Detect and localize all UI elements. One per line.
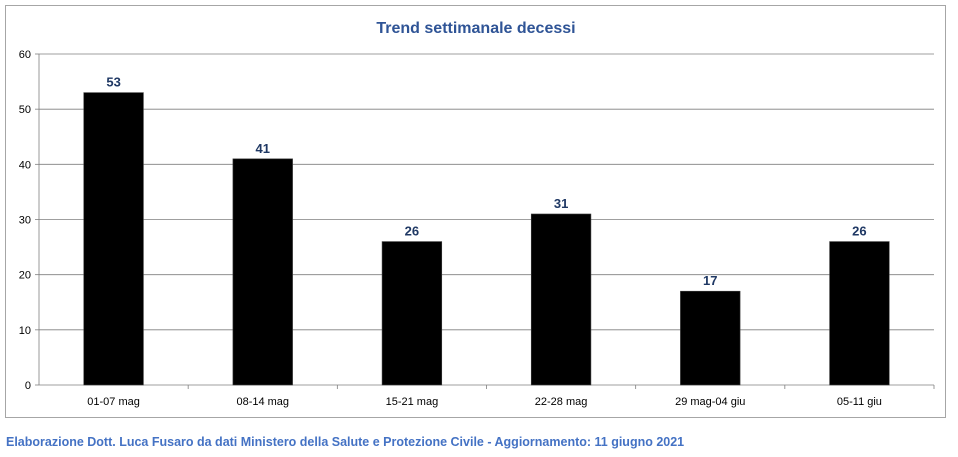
data-label: 17 bbox=[703, 273, 717, 288]
data-label: 41 bbox=[256, 141, 270, 156]
y-tick-label: 50 bbox=[19, 104, 31, 116]
bar bbox=[530, 213, 592, 386]
x-tick-label: 15-21 mag bbox=[386, 396, 439, 408]
x-tick-label: 29 mag-04 giu bbox=[675, 396, 745, 408]
y-tick-label: 0 bbox=[25, 380, 31, 392]
data-label: 26 bbox=[405, 224, 419, 239]
bar bbox=[680, 290, 741, 386]
x-tick-label: 08-14 mag bbox=[236, 396, 289, 408]
data-label: 53 bbox=[106, 75, 120, 90]
x-tick-label: 05-11 giu bbox=[837, 396, 882, 408]
x-tick-label: 22-28 mag bbox=[535, 396, 588, 408]
bar bbox=[829, 241, 890, 386]
y-tick-label: 30 bbox=[19, 215, 31, 227]
chart-frame: Trend settimanale decessi 0 10 20 30 40 50 60 5… bbox=[5, 5, 946, 418]
bar bbox=[83, 92, 144, 386]
bars bbox=[83, 92, 890, 386]
bar bbox=[381, 241, 443, 386]
y-tick-label: 40 bbox=[19, 159, 31, 171]
axes bbox=[35, 53, 935, 389]
footer-credit: Elaborazione Dott. Luca Fusaro da dati M… bbox=[6, 435, 685, 449]
x-tick-label: 01-07 mag bbox=[87, 396, 140, 408]
labels: 0 10 20 30 40 50 60 53 01-07 mag 41 08-14 mag 26 15-… bbox=[19, 49, 882, 408]
y-tick-label: 20 bbox=[19, 270, 31, 282]
bar bbox=[232, 158, 293, 386]
gridlines bbox=[39, 53, 934, 331]
y-tick-label: 60 bbox=[19, 49, 31, 61]
y-tick-label: 10 bbox=[19, 325, 31, 337]
chart-title: Trend settimanale decessi bbox=[376, 20, 575, 37]
data-label: 31 bbox=[554, 196, 568, 211]
bar-chart: Trend settimanale decessi 0 10 20 30 40 50 60 5… bbox=[19, 20, 935, 408]
data-label: 26 bbox=[852, 224, 866, 239]
